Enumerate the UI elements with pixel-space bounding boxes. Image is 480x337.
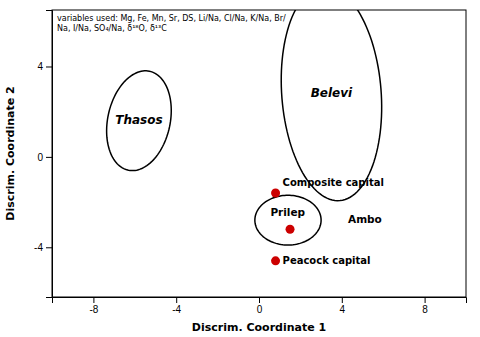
group-ellipse (281, 10, 381, 201)
tick-mark (425, 297, 426, 303)
plot-frame (52, 10, 466, 297)
tick-label: 4 (37, 61, 43, 72)
point-label: Composite capital (283, 177, 384, 188)
tick-mark (93, 297, 94, 303)
point (286, 225, 295, 234)
annotation: variables used: Mg, Fe, Mn, Sr, DS, Li/N… (57, 14, 286, 23)
tick-mark (176, 297, 177, 303)
tick-label: -8 (89, 304, 98, 315)
tick-mark (46, 247, 52, 248)
group-ellipse (107, 71, 172, 171)
tick: 8 (422, 297, 428, 315)
tick: 4 (340, 297, 346, 315)
tick-label: 4 (340, 304, 346, 315)
tick-mark (342, 297, 343, 303)
point (271, 256, 280, 265)
tick-label: 0 (37, 152, 43, 163)
tick-label: 0 (257, 304, 263, 315)
tick: -4 (34, 242, 52, 253)
y-axis-title: Discrim. Coordinate 2 (4, 86, 17, 220)
x-axis-title: Discrim. Coordinate 1 (192, 321, 326, 334)
region-label: Prilep (270, 206, 305, 218)
group-ellipse (255, 195, 321, 245)
annotation: Na, I/Na, SO₄/Na, δ¹⁸O, δ¹³C (57, 24, 167, 33)
labels: Thasos Belevi Composite capital Peacock cap… (57, 14, 384, 266)
tick: 0 (37, 152, 52, 163)
tick: -4 (172, 297, 181, 315)
tick-mark (46, 66, 52, 67)
tick-label: -4 (34, 242, 43, 253)
axis-line (46, 11, 53, 298)
marks (107, 10, 382, 265)
ellipse-label: Belevi (311, 86, 353, 100)
tick: 0 (257, 297, 263, 315)
chart: -8 -4 0 4 8 -4 0 4 Discrim. Coordinate 1 Discrim.… (0, 0, 480, 337)
tick-label: 8 (422, 304, 428, 315)
point (271, 189, 280, 198)
x-axis: -8 -4 0 4 8 (53, 297, 467, 315)
region-label: Ambo (348, 213, 382, 225)
tick: 4 (37, 61, 52, 72)
axis-line (53, 298, 467, 304)
tick-mark (46, 157, 52, 158)
tick: -8 (89, 297, 98, 315)
point-label: Peacock capital (283, 255, 371, 266)
tick-mark (259, 297, 260, 303)
tick-label: -4 (172, 304, 181, 315)
y-axis: -4 0 4 (34, 11, 52, 298)
ellipse-label: Thasos (115, 113, 162, 127)
